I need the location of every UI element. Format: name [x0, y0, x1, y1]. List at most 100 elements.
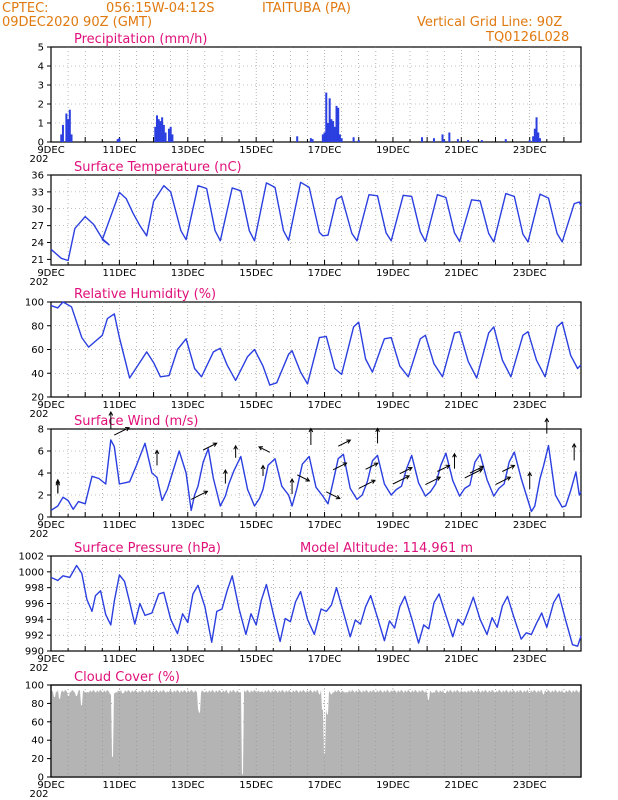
precip-bar — [67, 119, 70, 142]
wind-arrow-head — [258, 446, 264, 451]
precip-bar — [167, 128, 170, 142]
precip-bar — [537, 132, 540, 142]
y-tick-label: 0 — [38, 138, 44, 149]
precip-bar — [467, 140, 470, 142]
x-tick-label: 19DEC — [376, 400, 410, 411]
x-tick-label: 17DEC — [308, 654, 342, 665]
wind-arrow-head — [154, 449, 160, 455]
x-tick-label: 11DEC — [103, 268, 137, 279]
temp-series-line — [50, 181, 582, 262]
wind-arrow — [437, 464, 450, 472]
header-model-code: TQ0126L028 — [486, 30, 570, 45]
precip-bar — [335, 105, 338, 142]
x-year-fragment: 202 — [29, 409, 48, 420]
precip-bar — [535, 117, 538, 142]
precip-bar — [118, 138, 121, 142]
precip-bar — [157, 119, 160, 142]
y-tick-label: 992 — [25, 631, 44, 642]
y-tick-label: 1000 — [19, 567, 44, 578]
precip-bar — [448, 132, 451, 142]
wind-arrow — [365, 462, 378, 470]
precip-bar — [323, 132, 326, 142]
x-tick-label: 21DEC — [444, 268, 478, 279]
x-tick-label: 11DEC — [103, 400, 137, 411]
panel-subtitle: Model Altitude: 114.961 m — [300, 541, 473, 556]
precip-bar — [340, 138, 343, 142]
precip-bar — [328, 98, 331, 142]
precip-bar — [65, 113, 68, 142]
y-tick-label: 100 — [25, 681, 44, 692]
x-tick-label: 17DEC — [308, 780, 342, 791]
precip-bar — [330, 119, 333, 142]
x-tick-label: 23DEC — [513, 780, 547, 791]
precip-panel: 0 1 2 3 4 5 9DEC 11DEC 13DEC 15DEC 17DEC 19DEC 21DEC… — [29, 32, 582, 165]
precip-bar — [443, 140, 446, 142]
header-source: CPTEC: — [2, 1, 49, 16]
x-tick-label: 9DEC — [37, 145, 64, 156]
wind-arrow-head — [436, 476, 442, 481]
precip-bar — [480, 140, 483, 142]
wind-arrow-head — [233, 444, 239, 450]
rh-series-line — [50, 301, 582, 386]
y-tick-label: 994 — [25, 615, 44, 626]
y-tick-label: 1002 — [19, 552, 44, 563]
y-tick-label: 4 — [38, 469, 44, 480]
precip-bar — [309, 138, 312, 142]
wind-arrow-head — [370, 479, 376, 484]
press-panel: 990 992 994 996 998 1000 1002 9DEC 11DEC 13DEC 15D… — [19, 541, 582, 674]
y-tick-label: 27 — [31, 221, 44, 232]
wind-arrow — [392, 475, 410, 485]
x-tick-label: 21DEC — [444, 145, 478, 156]
y-tick-label: 60 — [31, 345, 44, 356]
x-tick-label: 21DEC — [444, 780, 478, 791]
precip-bar — [68, 109, 71, 142]
precip-bar — [154, 126, 157, 142]
x-tick-label: 9DEC — [37, 520, 64, 531]
rh-panel: 20 40 60 80 100 9DEC 11DEC 13DEC 15DEC 17DEC 19DEC… — [25, 287, 582, 420]
wind-arrow — [332, 462, 347, 471]
wind-arrow-head — [335, 494, 341, 500]
wind-arrow-head — [305, 477, 311, 482]
x-year-fragment: 202 — [29, 277, 48, 288]
wind-arrow-head — [125, 427, 131, 432]
precip-bar — [533, 128, 536, 142]
precip-bar — [321, 134, 324, 142]
wind-arrow-head — [571, 442, 577, 448]
x-tick-label: 13DEC — [171, 400, 205, 411]
precip-bar — [332, 121, 335, 142]
wind-arrow-head — [452, 452, 457, 458]
y-tick-label: 2 — [38, 491, 44, 502]
x-tick-label: 13DEC — [171, 268, 205, 279]
wind-arrow-head — [544, 417, 550, 423]
y-tick-label: 80 — [31, 321, 44, 332]
panel-title: Surface Temperature (nC) — [74, 160, 242, 175]
x-tick-label: 21DEC — [444, 520, 478, 531]
y-tick-label: 21 — [31, 255, 44, 266]
x-tick-label: 13DEC — [171, 780, 205, 791]
panel-title: Precipitation (mm/h) — [74, 32, 207, 47]
precip-bar — [421, 137, 423, 142]
cloud-panel: 0 20 40 60 80 100 9DEC 11DEC 13DEC 15DEC 17DEC 19DE… — [25, 670, 582, 800]
precip-bar — [159, 121, 162, 142]
x-tick-label: 11DEC — [103, 780, 137, 791]
wind-arrow-head — [212, 442, 218, 447]
precip-bar — [326, 123, 329, 142]
x-year-fragment: 202 — [29, 789, 48, 800]
wind-arrow — [495, 476, 511, 486]
x-tick-label: 23DEC — [513, 520, 547, 531]
x-year-fragment: 202 — [29, 529, 48, 540]
wind-arrow — [296, 474, 310, 482]
y-tick-label: 60 — [31, 717, 44, 728]
wind-arrow — [114, 427, 130, 436]
wind-arrow — [464, 468, 483, 479]
y-tick-label: 80 — [31, 699, 44, 710]
wind-arrow-head — [373, 462, 379, 467]
precip-bar — [432, 138, 435, 142]
wind-arrow-head — [55, 480, 61, 486]
precip-bar — [311, 139, 314, 142]
x-tick-label: 19DEC — [376, 780, 410, 791]
wind-arrow — [399, 467, 413, 475]
precip-bar — [116, 139, 119, 142]
y-tick-label: 8 — [38, 425, 44, 436]
